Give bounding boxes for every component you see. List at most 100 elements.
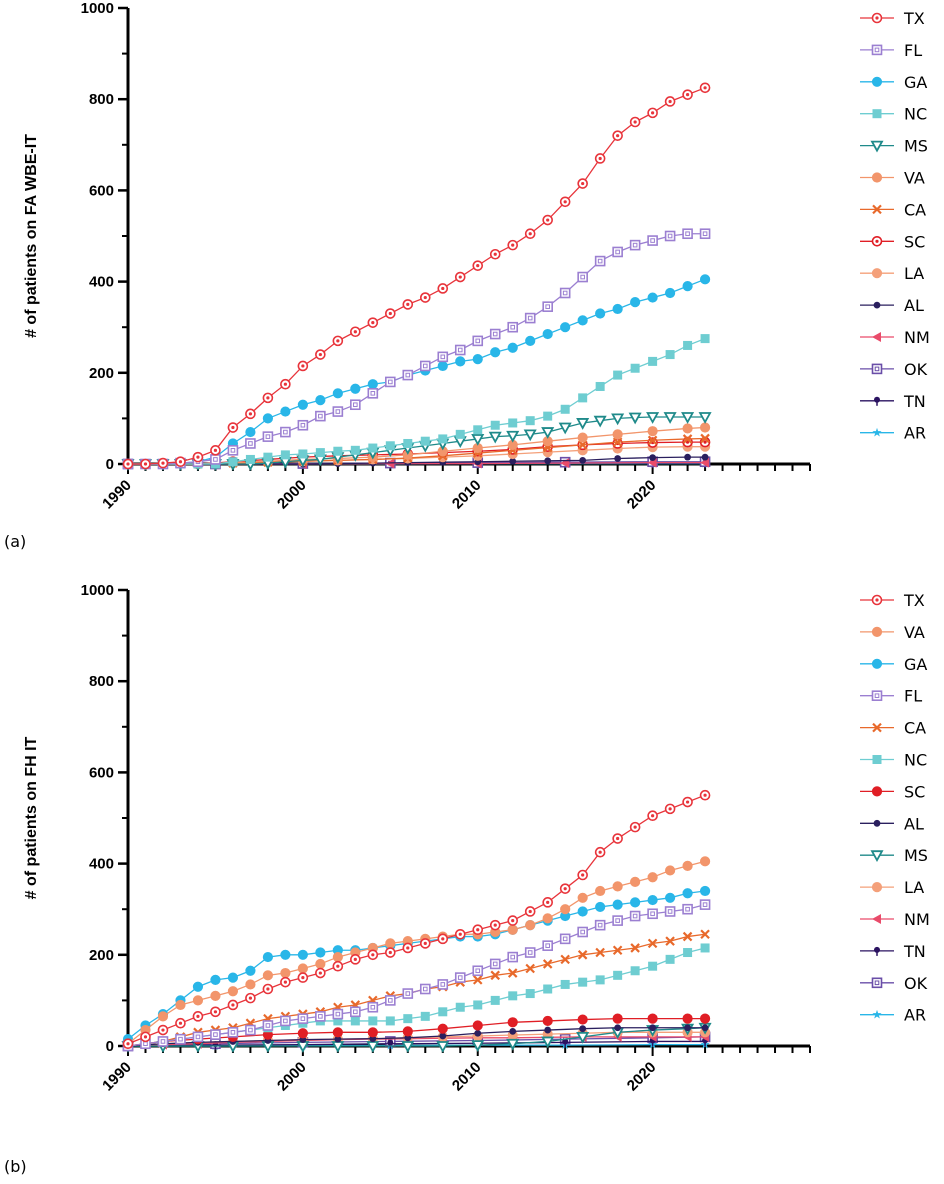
data-point xyxy=(245,965,256,976)
data-point xyxy=(350,1016,360,1026)
data-point xyxy=(524,947,536,958)
legend-item-TN: TN xyxy=(860,392,926,411)
data-point xyxy=(614,1024,622,1032)
legend-item-GA: GA xyxy=(860,655,927,674)
data-point xyxy=(473,1000,483,1010)
series-line xyxy=(128,87,706,465)
data-point-center xyxy=(581,181,585,186)
data-point xyxy=(541,1036,555,1049)
data-point-center xyxy=(685,440,690,444)
data-point-center xyxy=(703,440,707,444)
data-point xyxy=(490,995,500,1005)
legend-marker xyxy=(872,755,882,764)
data-point-inner xyxy=(318,413,323,419)
data-point-center xyxy=(633,120,637,124)
x-tick-label: 2000 xyxy=(274,1059,310,1095)
data-point xyxy=(489,958,501,970)
data-point xyxy=(542,328,553,340)
data-point xyxy=(472,965,484,977)
data-point-inner xyxy=(370,391,376,396)
legend: TX FL GA NC MS VA CA SC LA AL NM OK TN ★ AR xyxy=(860,9,930,443)
legend-marker xyxy=(871,268,883,279)
data-point-inner xyxy=(562,290,568,296)
data-point xyxy=(210,454,221,465)
legend-label: NM xyxy=(904,328,930,347)
data-point xyxy=(577,926,588,938)
data-point-center xyxy=(528,232,532,236)
legend-label: TN xyxy=(903,942,926,961)
data-point xyxy=(157,1011,169,1022)
data-point xyxy=(647,908,658,920)
data-point xyxy=(558,422,572,435)
data-point xyxy=(541,427,555,439)
y-axis-title: # of patients on FA WBE-IT xyxy=(23,134,40,338)
legend-label: AR xyxy=(904,1006,926,1025)
data-point xyxy=(367,379,378,390)
legend-item-NM: NM xyxy=(860,910,930,929)
data-point xyxy=(507,951,519,963)
data-point xyxy=(280,949,291,960)
legend-label: AR xyxy=(904,424,926,443)
data-point xyxy=(192,981,204,992)
data-point xyxy=(579,456,587,464)
chart-a: 0 200 400 600 800 1000 1990 2000 2010 2020 # of pa… xyxy=(23,0,930,512)
data-point xyxy=(297,1013,309,1024)
series-TX xyxy=(122,82,711,470)
series-line xyxy=(128,1027,706,1047)
data-point xyxy=(263,452,273,462)
data-point-center xyxy=(441,286,445,291)
data-point-center xyxy=(353,957,357,961)
y-tick-label: 1000 xyxy=(81,0,114,17)
legend-item-TN: TN xyxy=(860,942,926,961)
data-point xyxy=(227,1027,239,1038)
data-point xyxy=(682,281,693,292)
data-point-inner xyxy=(213,457,218,462)
data-point-center xyxy=(388,950,392,955)
data-point xyxy=(420,436,430,446)
data-point xyxy=(700,457,710,468)
data-point xyxy=(614,455,622,462)
data-point xyxy=(367,1027,378,1038)
data-point xyxy=(280,450,290,460)
legend-marker xyxy=(873,819,881,827)
data-point xyxy=(245,979,256,990)
data-point-center xyxy=(283,382,287,386)
data-point-inner xyxy=(248,1027,253,1033)
data-point-center xyxy=(126,1042,130,1046)
legend-item-OK: OK xyxy=(860,974,928,993)
data-point-center xyxy=(685,800,690,804)
x-tick-label: 2020 xyxy=(624,477,660,513)
data-point xyxy=(612,899,623,910)
data-point xyxy=(437,979,449,990)
data-point-inner xyxy=(265,1023,271,1028)
data-point xyxy=(506,430,520,443)
data-point xyxy=(595,381,605,391)
data-point-inner xyxy=(283,1018,288,1024)
data-point xyxy=(262,431,274,442)
legend-marker-center xyxy=(875,598,879,602)
legend-marker xyxy=(872,204,882,215)
legend-marker xyxy=(871,626,883,638)
data-point xyxy=(595,975,605,985)
legend-label: GA xyxy=(904,73,927,92)
data-point xyxy=(280,967,291,979)
data-point xyxy=(227,986,239,997)
legend-label: NC xyxy=(904,105,927,124)
data-point-center xyxy=(668,99,672,104)
data-point xyxy=(350,399,361,411)
data-point-center xyxy=(126,462,130,466)
data-point-center xyxy=(616,134,620,138)
legend-item-MS: MS xyxy=(860,137,928,156)
data-point xyxy=(419,360,431,372)
data-point xyxy=(523,429,537,442)
data-point-inner xyxy=(335,409,341,414)
legend-label: TX xyxy=(903,591,925,610)
y-tick-label: 800 xyxy=(89,673,114,690)
data-point-center xyxy=(511,919,515,923)
data-point xyxy=(542,959,553,969)
data-point xyxy=(508,418,518,428)
x-tick-label: 2010 xyxy=(449,477,485,513)
data-point-inner xyxy=(265,434,271,439)
data-point xyxy=(665,892,676,903)
